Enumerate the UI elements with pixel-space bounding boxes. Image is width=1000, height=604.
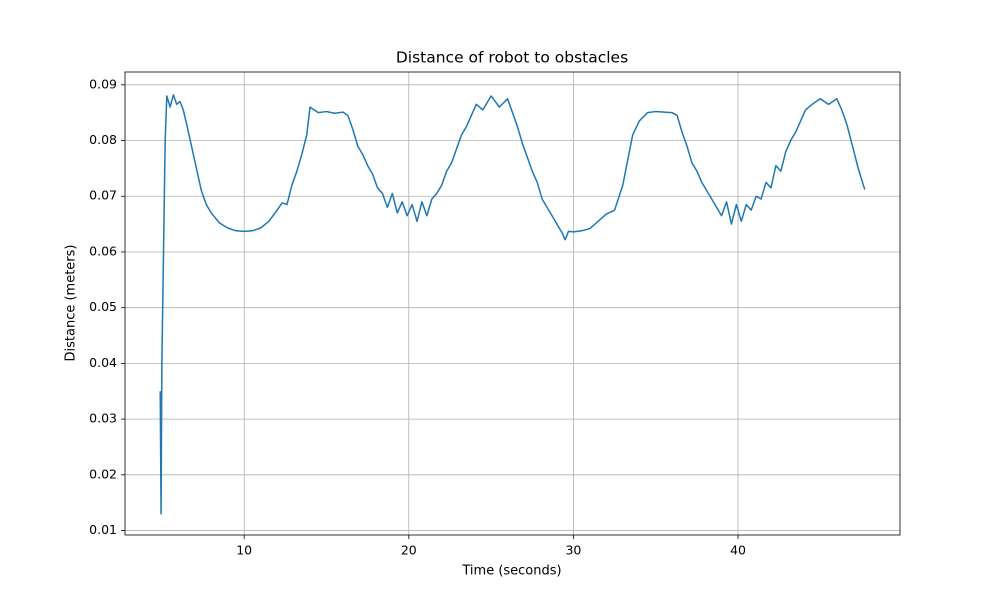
- x-tick-label: 10: [236, 543, 252, 558]
- plot-frame: [124, 71, 901, 536]
- y-tick-label: 0.08: [89, 132, 117, 147]
- y-tick-label: 0.01: [89, 522, 117, 537]
- x-tick-label: 40: [730, 543, 746, 558]
- y-tick-label: 0.05: [89, 299, 117, 314]
- x-tick-label: 20: [401, 543, 417, 558]
- x-tick-label: 30: [565, 543, 581, 558]
- y-tick-label: 0.03: [89, 411, 117, 426]
- y-tick-label: 0.07: [89, 188, 117, 203]
- x-axis-label: Time (seconds): [461, 564, 561, 579]
- data-line: [159, 94, 866, 515]
- y-tick-label: 0.09: [89, 76, 117, 91]
- y-tick-label: 0.04: [89, 355, 117, 370]
- y-tick-label: 0.06: [89, 243, 117, 258]
- y-tick-label: 0.02: [89, 466, 117, 481]
- y-axis-label: Distance (meters): [64, 245, 79, 362]
- chart-title: Distance of robot to obstacles: [396, 49, 628, 67]
